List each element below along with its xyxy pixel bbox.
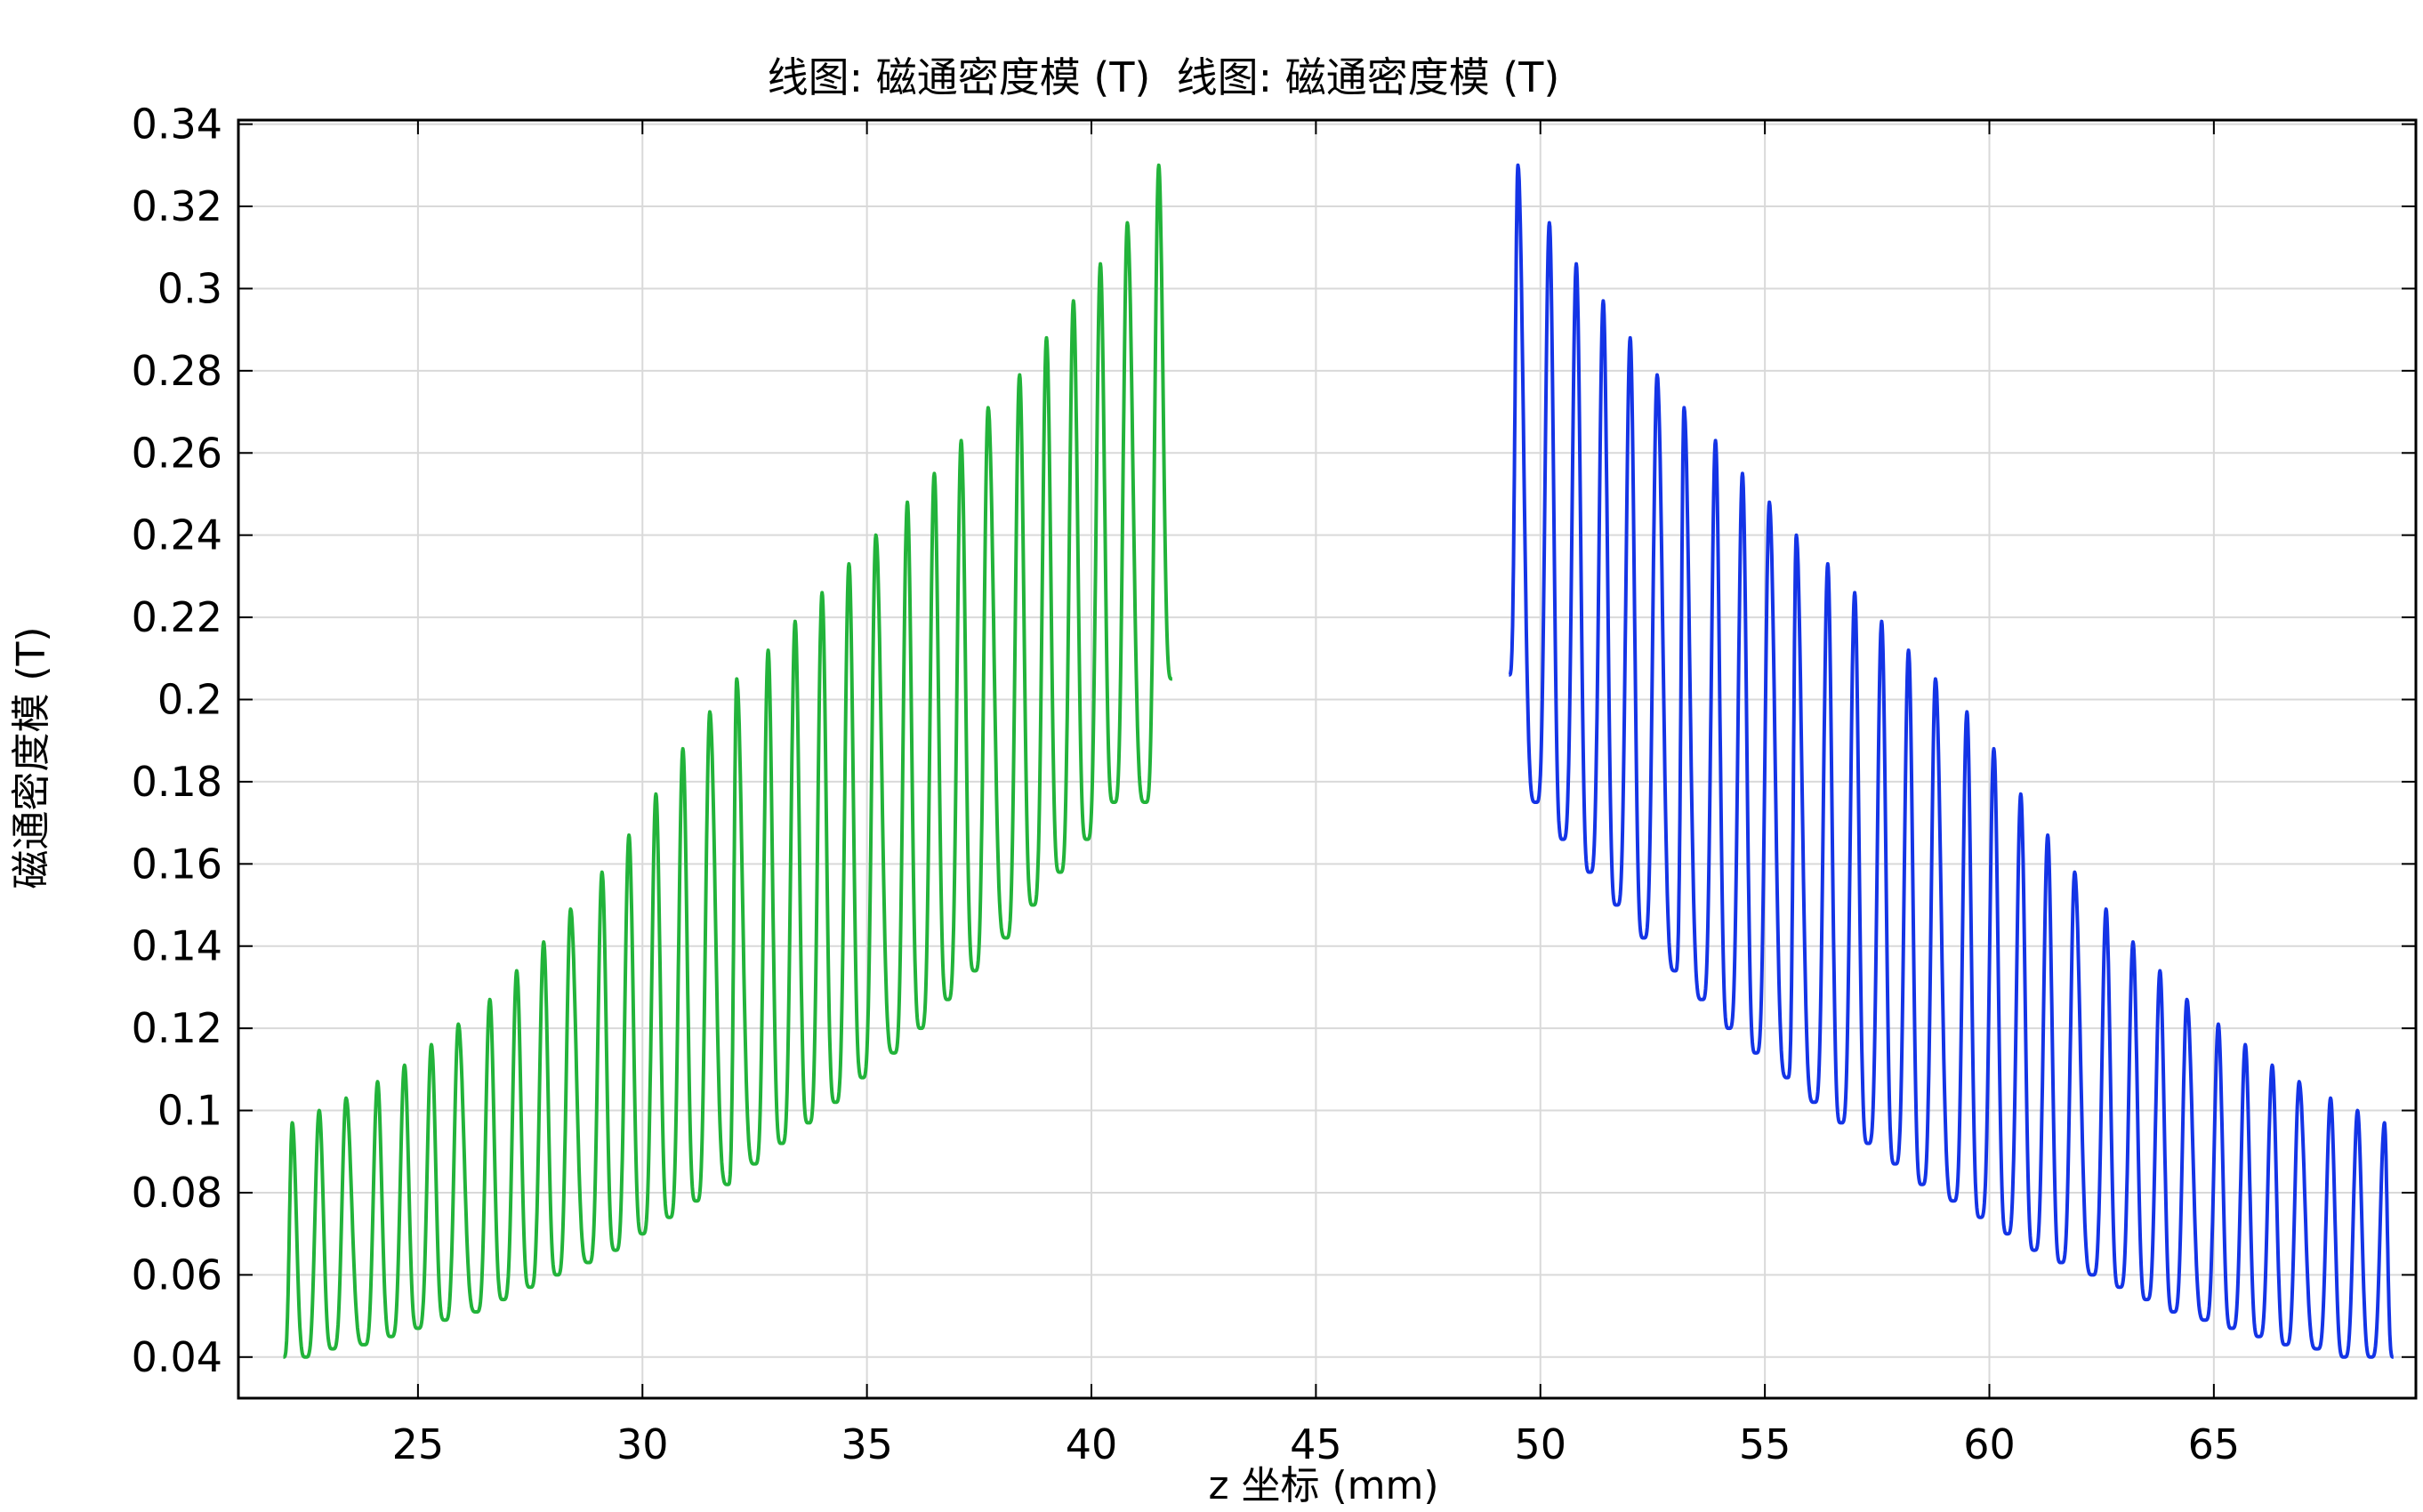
y-axis-label: 磁通密度模 (T): [9, 626, 54, 889]
x-tick-label: 25: [392, 1420, 445, 1468]
y-tick-label: 0.26: [132, 429, 222, 477]
x-tick-label: 50: [1514, 1420, 1566, 1468]
y-tick-label: 0.04: [132, 1333, 222, 1381]
series-line-2: [1507, 163, 2395, 1359]
x-tick-label: 60: [1963, 1420, 2016, 1468]
y-tick-label: 0.28: [132, 347, 222, 395]
y-tick-label: 0.12: [132, 1004, 222, 1052]
chart-title: 线图: 磁通密度模 (T) 线图: 磁通密度模 (T): [768, 53, 1560, 101]
y-tick-label: 0.16: [132, 840, 222, 888]
series-line-1: [281, 163, 1174, 1359]
x-axis-ticks: 25 30 35 40 45 50 55 60 65: [392, 120, 2241, 1468]
y-tick-label: 0.1: [157, 1087, 222, 1135]
plot-frame: [237, 118, 2418, 1400]
y-tick-label: 0.22: [132, 593, 222, 641]
y-tick-label: 0.06: [132, 1251, 222, 1299]
y-tick-label: 0.3: [157, 264, 222, 312]
x-tick-label: 65: [2188, 1420, 2241, 1468]
y-tick-label: 0.08: [132, 1169, 222, 1217]
x-tick-label: 55: [1739, 1420, 1791, 1468]
x-tick-label: 45: [1290, 1420, 1342, 1468]
y-tick-label: 0.18: [132, 758, 222, 806]
y-tick-label: 0.14: [132, 922, 222, 970]
x-tick-label: 35: [841, 1420, 893, 1468]
data-series: [281, 163, 2395, 1359]
y-tick-label: 0.2: [157, 676, 222, 724]
x-axis-label: z 坐标 (mm): [1208, 1463, 1438, 1508]
x-tick-label: 30: [616, 1420, 669, 1468]
y-tick-label: 0.32: [132, 182, 222, 230]
y-tick-label: 0.34: [132, 101, 222, 149]
y-axis-ticks: 0.04 0.06 0.08 0.1 0.12 0.14 0.16 0.18 0.2 0.22 0.…: [132, 101, 2416, 1381]
y-tick-label: 0.24: [132, 511, 222, 559]
x-tick-label: 40: [1066, 1420, 1118, 1468]
